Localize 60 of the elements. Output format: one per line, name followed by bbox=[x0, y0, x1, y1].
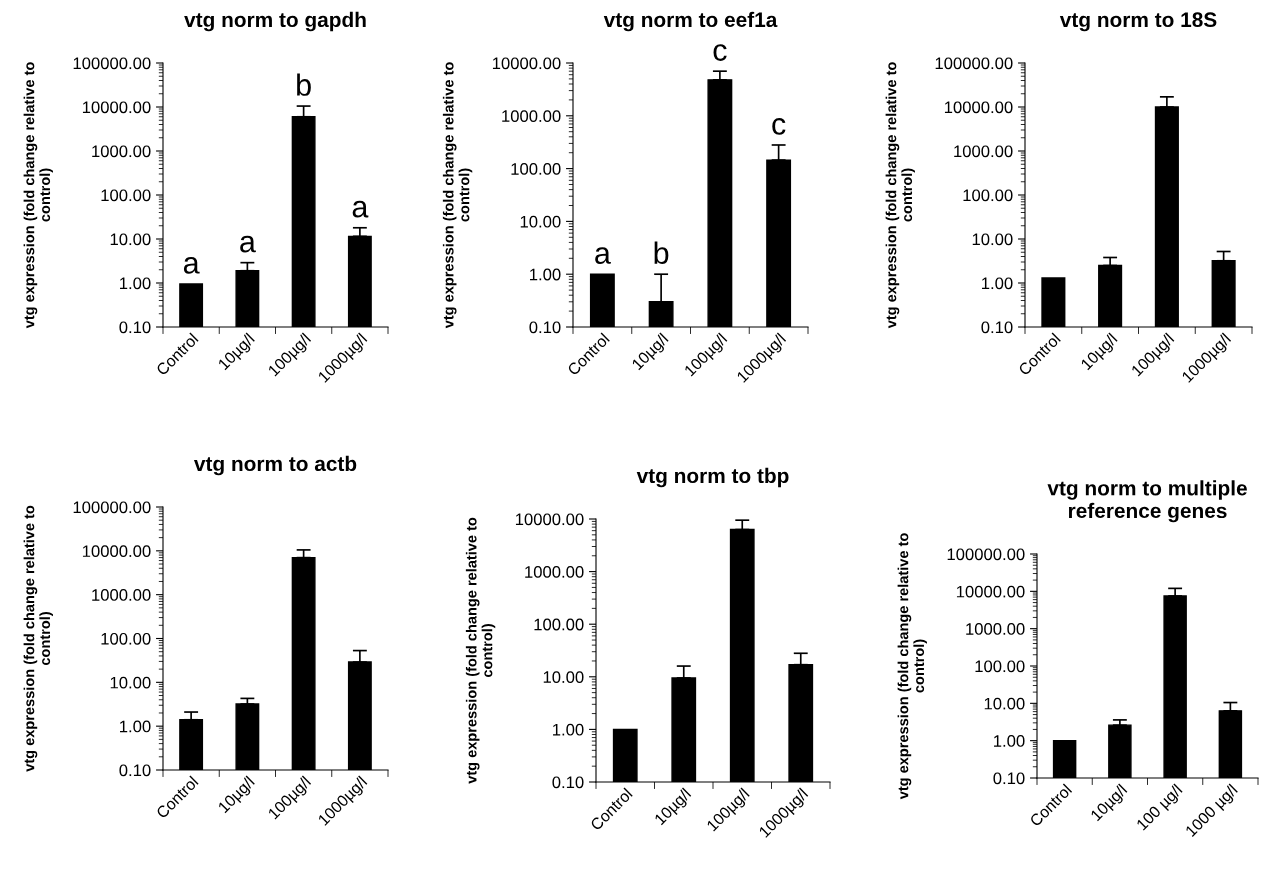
annotation: b bbox=[297, 73, 311, 96]
y-axis-title: vtg expression (fold change relative to control) bbox=[442, 62, 473, 329]
y-tick-label: 100.00 bbox=[534, 618, 584, 631]
y-tick-label: 0.10 bbox=[981, 321, 1013, 334]
y-axis-title: vtg expression (fold change relative to control) bbox=[465, 517, 496, 784]
y-tick-label: 1000.00 bbox=[92, 145, 151, 158]
annotation: c bbox=[772, 118, 786, 135]
annotation: a bbox=[595, 247, 611, 264]
chart-title: vtg norm to tbp bbox=[636, 467, 789, 488]
y-tick-label: 10.00 bbox=[110, 676, 151, 689]
y-tick-label: 10000.00 bbox=[492, 57, 561, 70]
annotation: b bbox=[654, 241, 669, 264]
y-tick-label: 10000.00 bbox=[515, 513, 584, 526]
y-tick-label: 1.00 bbox=[553, 723, 584, 736]
y-tick-label: 100000.00 bbox=[935, 57, 1013, 70]
text: c bbox=[713, 44, 727, 61]
y-tick-label: 100.00 bbox=[511, 163, 561, 175]
y-tick-label: 0.10 bbox=[993, 772, 1025, 785]
y-tick-label: 1000.00 bbox=[954, 145, 1013, 158]
y-axis-title: vtg expression (fold change relative to control) bbox=[23, 505, 53, 772]
y-tick-label: 1000.00 bbox=[966, 623, 1025, 635]
chart-title: vtg norm to actb bbox=[193, 455, 357, 476]
y-tick-label: 1000.00 bbox=[525, 566, 584, 578]
y-tick-label: 100.00 bbox=[963, 189, 1013, 202]
y-tick-label: 100000.00 bbox=[73, 57, 151, 70]
y-tick-label: 1.00 bbox=[120, 720, 151, 733]
y-tick-label: 10.00 bbox=[543, 671, 584, 683]
chart-title: vtg norm to 18S bbox=[1059, 12, 1217, 32]
y-tick-label: 0.10 bbox=[552, 776, 584, 789]
y-tick-label: 10000.00 bbox=[82, 545, 151, 558]
y-axis-title: vtg expression (fold change relative to control) bbox=[897, 533, 927, 800]
y-tick-label: 1000.00 bbox=[92, 589, 151, 601]
y-tick-label: 10000.00 bbox=[956, 585, 1025, 598]
y-tick-label: 100.00 bbox=[101, 632, 151, 645]
y-tick-label: 100000.00 bbox=[73, 501, 151, 514]
y-tick-label: 10000.00 bbox=[82, 101, 151, 114]
y-tick-label: 100.00 bbox=[975, 660, 1025, 673]
y-tick-label: 100000.00 bbox=[947, 548, 1025, 561]
y-tick-label: 100.00 bbox=[101, 189, 151, 202]
chart-title: vtg norm to multiple reference genes bbox=[1047, 480, 1247, 523]
annotation: a bbox=[240, 235, 256, 253]
y-tick-label: 10.00 bbox=[972, 233, 1013, 246]
y-tick-label: 0.10 bbox=[119, 764, 151, 777]
chart-title: vtg norm to gapdh bbox=[184, 11, 366, 32]
y-tick-label: 1.00 bbox=[120, 277, 151, 290]
y-tick-label: 1.00 bbox=[530, 268, 561, 281]
y-axis-title: vtg expression (fold change relative to control) bbox=[885, 62, 915, 329]
y-tick-label: 1.00 bbox=[982, 277, 1013, 290]
chart-title: vtg norm to eef1a bbox=[603, 11, 778, 32]
y-tick-label: 1.00 bbox=[994, 735, 1025, 747]
y-axis-title: vtg expression (fold change relative to control) bbox=[23, 62, 53, 329]
annotation: a bbox=[352, 200, 369, 218]
annotation: a bbox=[183, 257, 200, 274]
y-tick-label: 0.10 bbox=[119, 321, 151, 334]
y-tick-label: 10000.00 bbox=[944, 101, 1013, 114]
y-tick-label: 1000.00 bbox=[502, 110, 561, 122]
y-tick-label: 0.10 bbox=[529, 321, 561, 334]
y-tick-label: 10.00 bbox=[520, 215, 561, 228]
y-tick-label: 10.00 bbox=[110, 233, 151, 246]
y-tick-label: 10.00 bbox=[984, 697, 1025, 710]
